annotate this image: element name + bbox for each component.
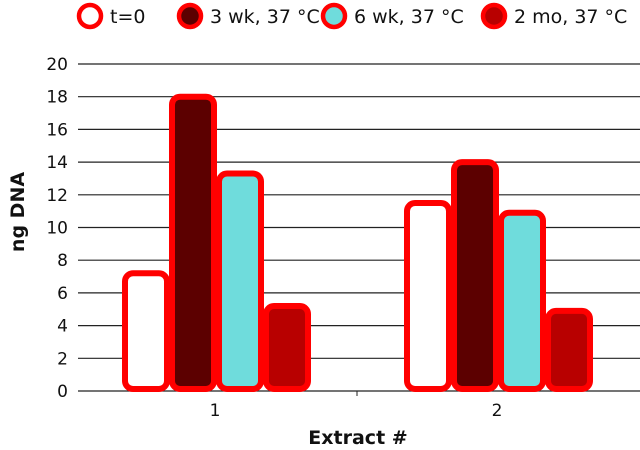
- bar-2-series-4: [545, 307, 593, 393]
- bar-1-series-1: [122, 270, 170, 392]
- y-tick-label: 6: [57, 284, 68, 304]
- legend-item: 3 wk, 37 °C: [176, 2, 320, 30]
- legend-item: 6 wk, 37 °C: [320, 2, 464, 30]
- legend-item: 2 mo, 37 °C: [480, 2, 627, 30]
- bar-2-series-3: [498, 209, 546, 392]
- y-tick-label: 10: [46, 219, 68, 239]
- y-axis-ticks: 0 2 4 6 8 10 12 14 16 18 20: [46, 55, 68, 402]
- legend-swatch-icon: [320, 2, 348, 30]
- legend: t=0 3 wk, 37 °C 6 wk, 37 °C 2 mo, 37 °C: [76, 2, 627, 30]
- y-axis-title: ng DNA: [7, 172, 29, 252]
- legend-swatch-icon: [176, 2, 204, 30]
- y-tick-label: 2: [57, 349, 68, 369]
- y-tick-label: 14: [46, 153, 68, 173]
- legend-label: 6 wk, 37 °C: [354, 6, 464, 28]
- bar-2-series-1: [404, 199, 452, 392]
- y-tick-label: 8: [57, 251, 68, 271]
- legend-label: 2 mo, 37 °C: [514, 6, 627, 28]
- x-tick-label: 2: [492, 401, 503, 421]
- legend-label: t=0: [110, 6, 145, 28]
- y-tick-label: 20: [46, 55, 68, 75]
- y-tick-label: 4: [57, 317, 68, 337]
- bar-2-series-2: [451, 159, 499, 392]
- legend-swatch-icon: [76, 2, 104, 30]
- x-tick-label: 1: [210, 401, 221, 421]
- y-tick-label: 18: [46, 88, 68, 108]
- bar-1-series-3: [216, 170, 264, 392]
- legend-swatch-icon: [480, 2, 508, 30]
- legend-label: 3 wk, 37 °C: [210, 6, 320, 28]
- legend-item: t=0: [76, 2, 145, 30]
- bar-1-series-2: [169, 93, 217, 392]
- bar-1-series-4: [263, 302, 311, 393]
- bars: [122, 93, 593, 393]
- y-tick-label: 16: [46, 120, 68, 140]
- y-tick-label: 12: [46, 186, 68, 206]
- x-axis-title: Extract #: [308, 427, 407, 449]
- y-tick-label: 0: [57, 382, 68, 402]
